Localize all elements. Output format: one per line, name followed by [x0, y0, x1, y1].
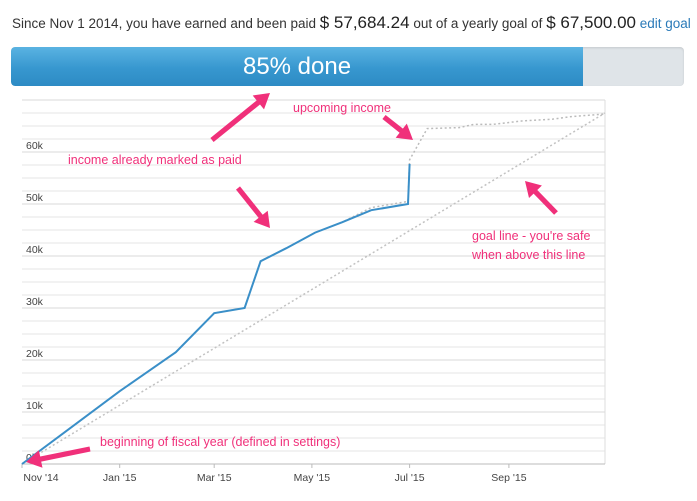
arrow-to-fiscal-start [26, 446, 91, 468]
goal-progress-bar: 85% done [11, 47, 684, 86]
y-tick-label: 60k [26, 140, 44, 152]
x-tick-label: Sep '15 [491, 472, 526, 484]
x-tick-label: May '15 [294, 472, 331, 484]
edit-goal-link[interactable]: edit goal [639, 16, 691, 31]
annotation-fiscal-year: beginning of fiscal year (defined in set… [100, 435, 340, 449]
x-tick-label: Nov '14 [23, 472, 58, 484]
annotation-goal-line: goal line - you're safe [472, 229, 590, 243]
progress-label: 85% done [242, 53, 352, 80]
x-tick-label: Jul '15 [395, 472, 425, 484]
arrow-to-paid-line [236, 186, 270, 228]
progress-fill [11, 47, 584, 86]
y-tick-label: 40k [26, 244, 44, 256]
annotation-upcoming-income: upcoming income [293, 101, 391, 115]
paid-income-line [21, 163, 411, 465]
goal-amount: $ 67,500.00 [546, 13, 636, 32]
goal-line [21, 112, 606, 465]
x-tick-label: Jan '15 [103, 472, 137, 484]
summary-middle: out of a yearly goal of [413, 16, 543, 31]
earned-amount: $ 57,684.24 [319, 13, 410, 32]
y-tick-label: 30k [26, 296, 44, 308]
arrow-to-progress-bar [210, 93, 270, 142]
annotation-goal-line-2: when above this line [471, 248, 585, 262]
y-tick-label: 10k [26, 400, 44, 412]
summary-prefix: Since Nov 1 2014, you have earned and be… [12, 16, 316, 31]
annotation-income-paid: income already marked as paid [68, 153, 242, 167]
y-tick-label: 20k [26, 348, 44, 360]
arrow-to-goal-line [525, 181, 558, 215]
arrow-to-upcoming [382, 115, 413, 140]
x-tick-label: Mar '15 [197, 472, 232, 484]
earnings-summary: Since Nov 1 2014, you have earned and be… [12, 10, 692, 37]
y-tick-label: 50k [26, 192, 44, 204]
